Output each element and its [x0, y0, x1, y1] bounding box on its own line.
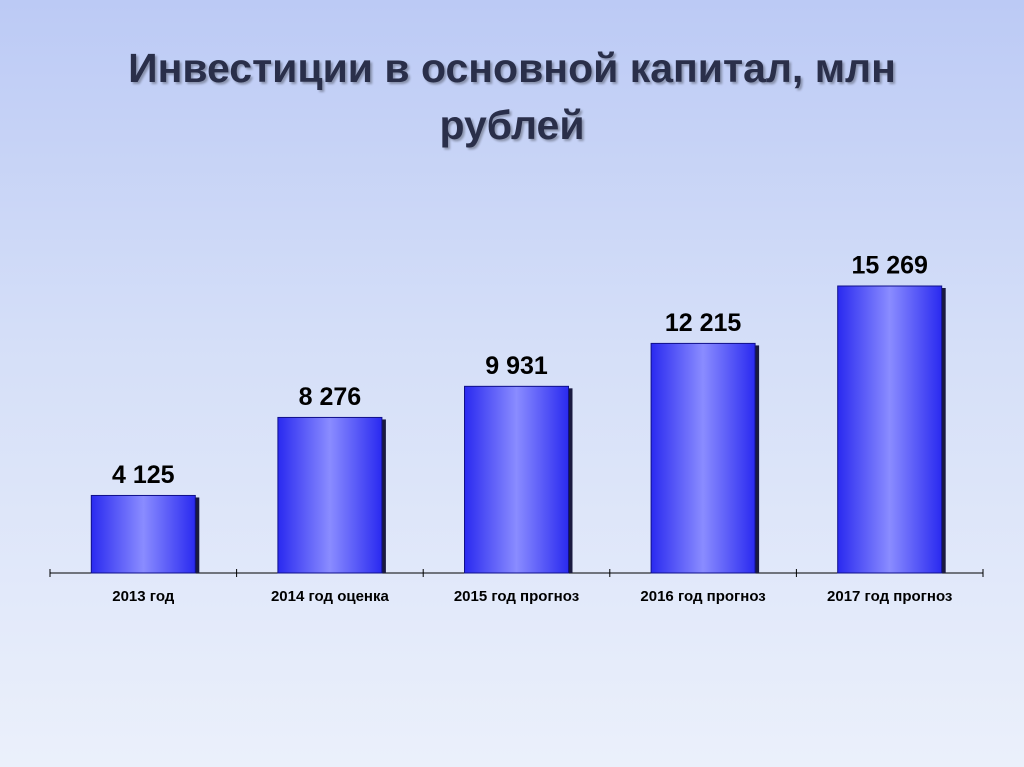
x-tick-label: 2017 год прогноз: [827, 588, 952, 605]
x-tick-label: 2013 год: [112, 588, 175, 605]
bar: [277, 416, 383, 574]
bar: [90, 494, 196, 574]
x-tick-label: 2014 год оценка: [271, 588, 390, 605]
value-label: 8 276: [299, 383, 362, 411]
bar: [837, 285, 943, 574]
bar: [464, 385, 569, 574]
value-label: 9 931: [485, 352, 548, 380]
x-tick-label: 2016 год прогноз: [640, 588, 765, 605]
value-label: 12 215: [665, 309, 742, 337]
bar: [650, 342, 756, 574]
value-label: 15 269: [851, 252, 927, 280]
value-label: 4 125: [112, 461, 175, 489]
x-tick-label: 2015 год прогноз: [454, 588, 579, 605]
chart-title: Инвестиции в основной капитал, млн рубле…: [128, 45, 896, 148]
